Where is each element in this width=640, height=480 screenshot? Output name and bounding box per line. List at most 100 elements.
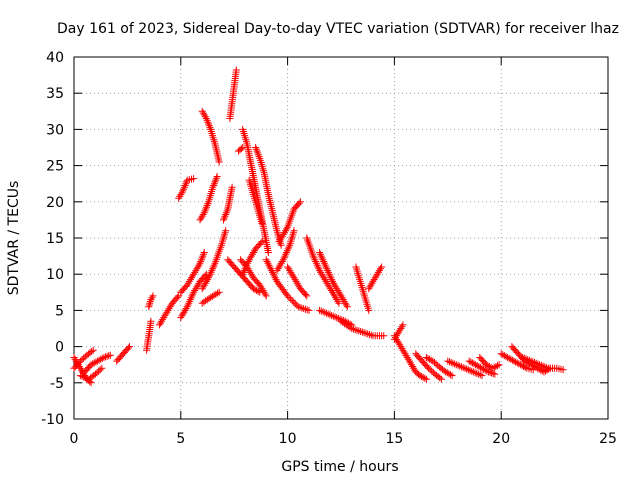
data-point bbox=[316, 306, 324, 314]
data-point bbox=[173, 293, 181, 301]
data-point bbox=[362, 329, 370, 337]
data-point bbox=[504, 354, 512, 361]
data-point bbox=[240, 268, 247, 276]
data-point bbox=[325, 283, 333, 291]
data-point bbox=[317, 268, 325, 276]
data-point bbox=[259, 287, 267, 294]
data-point bbox=[321, 276, 329, 284]
data-point bbox=[262, 292, 270, 300]
data-point bbox=[380, 332, 388, 340]
data-point bbox=[94, 357, 101, 365]
data-point bbox=[200, 111, 208, 119]
data-point bbox=[446, 358, 453, 366]
data-point bbox=[181, 182, 189, 189]
data-point bbox=[212, 174, 220, 182]
data-point bbox=[290, 298, 298, 306]
data-point bbox=[263, 258, 271, 265]
data-point bbox=[406, 359, 414, 367]
data-point bbox=[220, 216, 227, 224]
data-point bbox=[469, 368, 477, 376]
data-point bbox=[343, 303, 351, 311]
data-point bbox=[404, 355, 412, 363]
data-point bbox=[193, 265, 201, 273]
data-point bbox=[204, 200, 212, 208]
data-point bbox=[149, 292, 157, 300]
data-point bbox=[410, 364, 418, 372]
data-point bbox=[296, 303, 304, 311]
data-point bbox=[179, 310, 187, 318]
data-point bbox=[264, 249, 272, 256]
data-point bbox=[419, 373, 427, 381]
data-point bbox=[176, 192, 184, 200]
data-point bbox=[188, 292, 196, 300]
data-point bbox=[432, 360, 440, 368]
data-point bbox=[480, 365, 488, 373]
data-point bbox=[394, 330, 402, 338]
data-point bbox=[191, 268, 199, 276]
data-point bbox=[328, 276, 336, 284]
data-point bbox=[182, 180, 190, 188]
data-point bbox=[269, 268, 276, 276]
data-point bbox=[495, 361, 503, 369]
data-point bbox=[452, 361, 460, 369]
data-point bbox=[178, 312, 186, 320]
data-point bbox=[395, 339, 403, 347]
data-point bbox=[401, 350, 409, 358]
data-point bbox=[325, 268, 332, 276]
data-point bbox=[160, 314, 168, 322]
data-point bbox=[70, 354, 78, 361]
data-point bbox=[148, 294, 156, 302]
data-point bbox=[257, 283, 265, 291]
data-point bbox=[521, 363, 529, 371]
data-point bbox=[253, 287, 261, 294]
data-point bbox=[254, 287, 262, 295]
data-point bbox=[244, 258, 252, 265]
data-point bbox=[355, 327, 363, 335]
data-point bbox=[418, 373, 426, 380]
data-point bbox=[273, 267, 281, 275]
y-tick-label: 40 bbox=[46, 50, 64, 66]
data-point bbox=[350, 325, 357, 333]
data-point bbox=[449, 359, 457, 367]
data-point bbox=[515, 360, 523, 368]
data-point bbox=[193, 283, 201, 291]
data-point bbox=[398, 344, 406, 352]
data-point bbox=[90, 359, 98, 367]
data-point bbox=[205, 272, 213, 280]
data-point bbox=[161, 312, 169, 320]
data-point bbox=[222, 209, 230, 217]
data-point bbox=[147, 317, 155, 325]
data-point bbox=[204, 276, 211, 284]
data-point bbox=[280, 254, 288, 262]
data-point bbox=[323, 279, 331, 287]
data-point bbox=[253, 147, 261, 155]
data-point bbox=[338, 294, 346, 302]
data-point bbox=[288, 270, 296, 278]
data-point bbox=[215, 158, 223, 166]
data-point bbox=[87, 361, 95, 369]
data-point bbox=[326, 311, 334, 319]
data-point bbox=[301, 305, 309, 313]
data-point bbox=[318, 270, 326, 278]
data-point bbox=[196, 216, 204, 224]
data-point bbox=[431, 359, 438, 366]
data-point bbox=[481, 366, 489, 374]
data-point bbox=[88, 348, 96, 355]
data-point bbox=[175, 292, 183, 300]
data-point bbox=[344, 322, 352, 330]
data-point bbox=[206, 124, 214, 132]
data-point bbox=[444, 357, 452, 365]
data-point bbox=[252, 144, 260, 151]
data-point bbox=[317, 252, 325, 260]
data-point bbox=[95, 367, 103, 375]
data-point bbox=[468, 359, 476, 367]
data-point bbox=[71, 355, 79, 363]
data-point bbox=[324, 310, 332, 318]
data-point bbox=[200, 249, 208, 256]
data-point bbox=[472, 361, 480, 369]
data-point bbox=[279, 256, 287, 264]
data-point bbox=[329, 288, 336, 296]
data-point bbox=[531, 359, 538, 366]
data-point bbox=[196, 259, 204, 267]
data-point bbox=[505, 354, 513, 362]
